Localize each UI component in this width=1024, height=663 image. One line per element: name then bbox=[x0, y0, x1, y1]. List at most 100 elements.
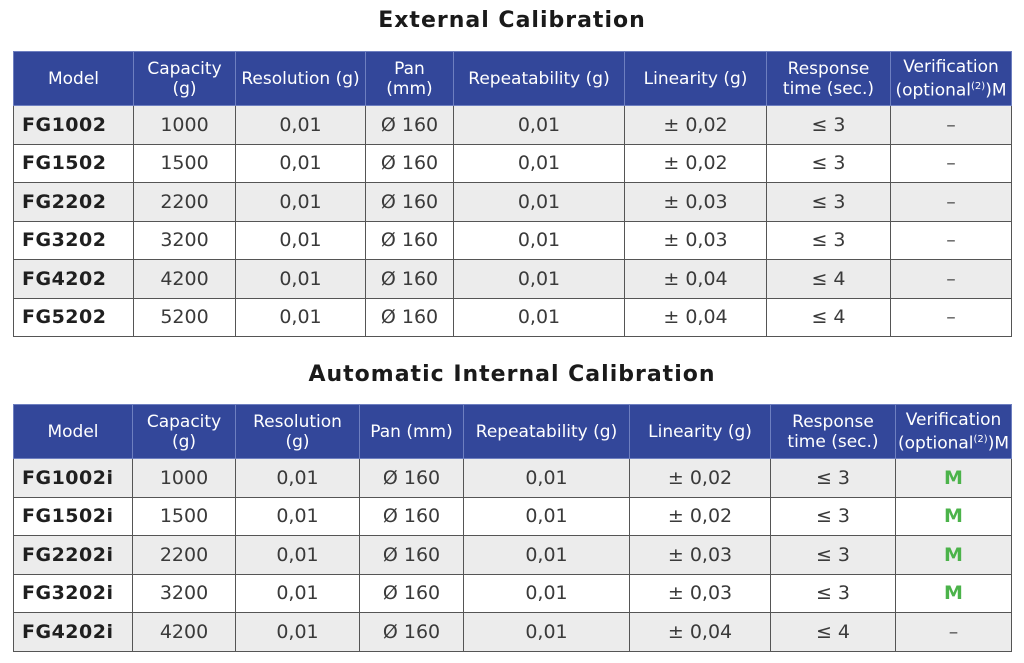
external-calibration-title: External Calibration bbox=[378, 8, 646, 33]
cell-verification: M bbox=[895, 535, 1012, 575]
cell-repeatability: 0,01 bbox=[453, 143, 625, 183]
cell-capacity: 4200 bbox=[132, 612, 236, 652]
cell-response: ≤ 3 bbox=[766, 105, 891, 145]
cell-linearity: ± 0,02 bbox=[624, 105, 767, 145]
cell-repeatability: 0,01 bbox=[463, 612, 630, 652]
cell-pan: Ø 160 bbox=[359, 458, 464, 498]
cell-capacity: 1500 bbox=[132, 496, 236, 536]
cell-linearity: ± 0,04 bbox=[624, 259, 767, 299]
cell-capacity: 1000 bbox=[132, 458, 236, 498]
cell-capacity: 1000 bbox=[133, 105, 236, 145]
cell-response: ≤ 4 bbox=[770, 612, 896, 652]
col-header-model: Model bbox=[13, 51, 134, 106]
cell-verification: M bbox=[895, 573, 1012, 613]
cell-verification: – bbox=[890, 220, 1012, 260]
cell-response: ≤ 4 bbox=[766, 259, 891, 299]
table-header-row: Model Capacity (g) Resolution (g) Pan (mm)… bbox=[13, 404, 1012, 459]
cell-capacity: 1500 bbox=[133, 143, 236, 183]
cell-verification: – bbox=[890, 297, 1012, 337]
cell-pan: Ø 160 bbox=[365, 143, 454, 183]
cell-resolution: 0,01 bbox=[235, 182, 366, 222]
table-row: FG4202i 4200 0,01 Ø 160 0,01 ± 0,04 ≤ 4– bbox=[13, 612, 1012, 652]
table-row: FG1502 1500 0,01 Ø 160 0,01 ± 0,02 ≤ 3– bbox=[13, 143, 1012, 183]
table-row: FG4202 4200 0,01 Ø 160 0,01 ± 0,04 ≤ 4– bbox=[13, 259, 1012, 299]
cell-linearity: ± 0,03 bbox=[624, 182, 767, 222]
cell-pan: Ø 160 bbox=[359, 496, 464, 536]
cell-capacity: 3200 bbox=[132, 573, 236, 613]
cell-response: ≤ 3 bbox=[770, 535, 896, 575]
cell-model: FG3202i bbox=[13, 573, 133, 613]
internal-calibration-table: Model Capacity (g) Resolution (g) Pan (mm)… bbox=[13, 404, 1012, 652]
cell-repeatability: 0,01 bbox=[463, 496, 630, 536]
cell-model: FG2202 bbox=[13, 182, 134, 222]
cell-resolution: 0,01 bbox=[235, 259, 366, 299]
cell-repeatability: 0,01 bbox=[453, 182, 625, 222]
col-header-response-time: Response time (sec.) bbox=[766, 51, 891, 106]
cell-model: FG1502i bbox=[13, 496, 133, 536]
cell-response: ≤ 3 bbox=[770, 458, 896, 498]
col-header-repeatability: Repeatability (g) bbox=[463, 404, 630, 459]
cell-verification: M bbox=[895, 496, 1012, 536]
cell-model: FG5202 bbox=[13, 297, 134, 337]
cell-model: FG4202i bbox=[13, 612, 133, 652]
col-header-pan: Pan (mm) bbox=[365, 51, 454, 106]
cell-model: FG1002i bbox=[13, 458, 133, 498]
cell-repeatability: 0,01 bbox=[453, 259, 625, 299]
cell-response: ≤ 3 bbox=[766, 182, 891, 222]
cell-response: ≤ 3 bbox=[770, 496, 896, 536]
cell-linearity: ± 0,04 bbox=[629, 612, 771, 652]
col-header-resolution: Resolution (g) bbox=[235, 51, 366, 106]
col-header-verification: Verification (optional(2))M bbox=[890, 51, 1012, 106]
cell-repeatability: 0,01 bbox=[463, 573, 630, 613]
table-row: FG1002 1000 0,01 Ø 160 0,01 ± 0,02 ≤ 3– bbox=[13, 105, 1012, 145]
col-header-capacity: Capacity (g) bbox=[133, 51, 236, 106]
cell-repeatability: 0,01 bbox=[453, 105, 625, 145]
cell-response: ≤ 3 bbox=[770, 573, 896, 613]
cell-linearity: ± 0,03 bbox=[629, 573, 771, 613]
cell-resolution: 0,01 bbox=[235, 297, 366, 337]
cell-verification: – bbox=[890, 259, 1012, 299]
cell-pan: Ø 160 bbox=[365, 297, 454, 337]
cell-response: ≤ 4 bbox=[766, 297, 891, 337]
cell-linearity: ± 0,03 bbox=[629, 535, 771, 575]
cell-capacity: 5200 bbox=[133, 297, 236, 337]
cell-verification: M bbox=[895, 458, 1012, 498]
table-header-row: Model Capacity (g) Resolution (g) Pan (mm)… bbox=[13, 51, 1012, 106]
cell-linearity: ± 0,02 bbox=[624, 143, 767, 183]
table-row: FG5202 5200 0,01 Ø 160 0,01 ± 0,04 ≤ 4– bbox=[13, 297, 1012, 337]
cell-repeatability: 0,01 bbox=[453, 220, 625, 260]
col-header-verification: Verification (optional(2))M bbox=[895, 404, 1012, 459]
cell-resolution: 0,01 bbox=[235, 496, 360, 536]
cell-linearity: ± 0,02 bbox=[629, 458, 771, 498]
cell-resolution: 0,01 bbox=[235, 220, 366, 260]
cell-verification: – bbox=[890, 105, 1012, 145]
col-header-model: Model bbox=[13, 404, 133, 459]
col-header-pan: Pan (mm) bbox=[359, 404, 464, 459]
col-header-linearity: Linearity (g) bbox=[629, 404, 771, 459]
cell-pan: Ø 160 bbox=[365, 220, 454, 260]
cell-resolution: 0,01 bbox=[235, 535, 360, 575]
cell-pan: Ø 160 bbox=[359, 612, 464, 652]
cell-model: FG1502 bbox=[13, 143, 134, 183]
cell-capacity: 2200 bbox=[132, 535, 236, 575]
col-header-capacity: Capacity (g) bbox=[132, 404, 236, 459]
cell-pan: Ø 160 bbox=[365, 182, 454, 222]
col-header-resolution: Resolution (g) bbox=[235, 404, 360, 459]
cell-resolution: 0,01 bbox=[235, 573, 360, 613]
cell-linearity: ± 0,03 bbox=[624, 220, 767, 260]
cell-verification: – bbox=[890, 143, 1012, 183]
col-header-response-time: Response time (sec.) bbox=[770, 404, 896, 459]
cell-capacity: 2200 bbox=[133, 182, 236, 222]
cell-repeatability: 0,01 bbox=[453, 297, 625, 337]
cell-repeatability: 0,01 bbox=[463, 458, 630, 498]
cell-response: ≤ 3 bbox=[766, 143, 891, 183]
cell-model: FG4202 bbox=[13, 259, 134, 299]
cell-resolution: 0,01 bbox=[235, 458, 360, 498]
cell-verification: – bbox=[890, 182, 1012, 222]
table-row: FG2202 2200 0,01 Ø 160 0,01 ± 0,03 ≤ 3– bbox=[13, 182, 1012, 222]
cell-pan: Ø 160 bbox=[359, 573, 464, 613]
